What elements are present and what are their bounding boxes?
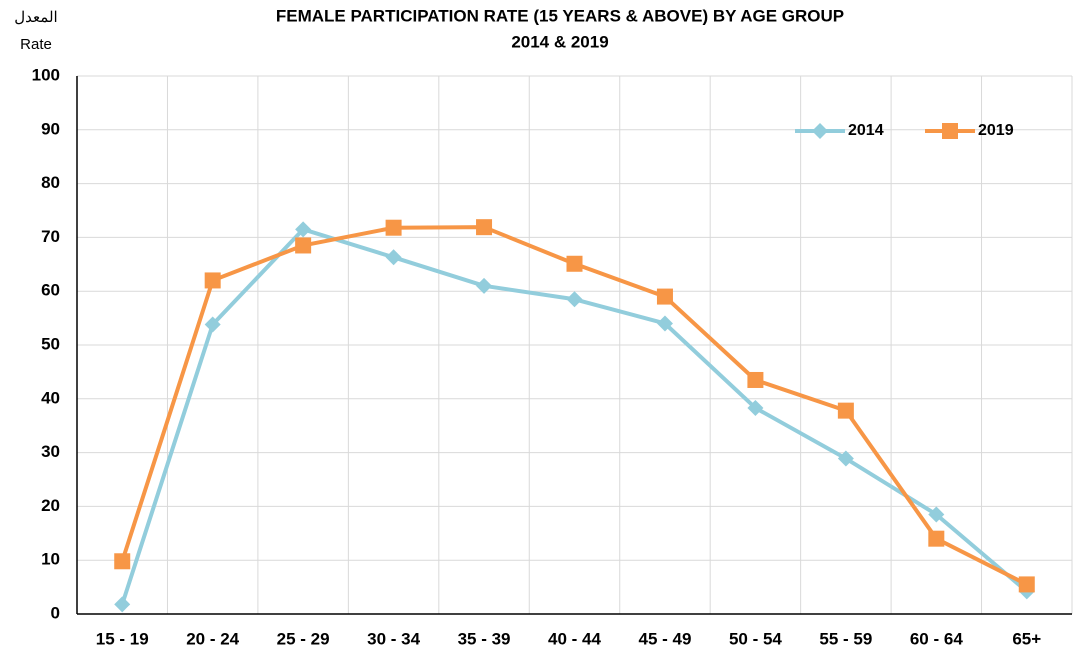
data-point xyxy=(656,315,673,332)
x-tick-label: 20 - 24 xyxy=(186,629,239,648)
legend-label: 2019 xyxy=(978,122,1014,139)
x-tick-label: 35 - 39 xyxy=(458,629,511,648)
data-point xyxy=(747,399,764,416)
data-point xyxy=(656,288,673,305)
x-tick-label: 15 - 19 xyxy=(96,629,149,648)
data-point xyxy=(385,219,402,236)
chart-title: FEMALE PARTICIPATION RATE (15 YEARS & AB… xyxy=(276,6,844,25)
x-tick-label: 45 - 49 xyxy=(638,629,691,648)
y-tick-label: 50 xyxy=(41,334,60,353)
x-tick-label: 65+ xyxy=(1012,629,1041,648)
data-point xyxy=(928,530,945,547)
y-axis-label: Rate xyxy=(20,36,52,53)
data-point xyxy=(1018,576,1035,593)
data-point xyxy=(114,596,131,613)
y-axis-label-arabic: المعدل xyxy=(14,9,57,26)
x-tick-label: 30 - 34 xyxy=(367,629,420,648)
y-tick-label: 30 xyxy=(41,442,60,461)
y-tick-label: 40 xyxy=(41,388,60,407)
y-tick-label: 0 xyxy=(51,603,60,622)
data-point xyxy=(566,291,583,308)
data-point xyxy=(476,219,493,236)
data-point xyxy=(928,506,945,523)
x-tick-label: 55 - 59 xyxy=(819,629,872,648)
y-tick-label: 70 xyxy=(41,227,60,246)
y-tick-label: 100 xyxy=(32,65,60,84)
chart-subtitle: 2014 & 2019 xyxy=(511,32,608,51)
legend-label: 2014 xyxy=(848,122,884,139)
data-point xyxy=(747,371,764,388)
y-tick-label: 10 xyxy=(41,550,60,569)
data-point xyxy=(114,553,131,570)
x-tick-label: 40 - 44 xyxy=(548,629,601,648)
data-point xyxy=(837,402,854,419)
y-tick-label: 90 xyxy=(41,119,60,138)
data-point xyxy=(566,255,583,272)
y-tick-label: 80 xyxy=(41,173,60,192)
x-tick-label: 50 - 54 xyxy=(729,629,782,648)
data-point xyxy=(204,272,221,289)
data-point xyxy=(837,450,854,467)
x-tick-label: 25 - 29 xyxy=(277,629,330,648)
data-point xyxy=(385,249,402,266)
data-point xyxy=(476,277,493,294)
data-point xyxy=(295,237,312,254)
y-tick-label: 20 xyxy=(41,496,60,515)
data-point xyxy=(204,316,221,333)
y-tick-label: 60 xyxy=(41,281,60,300)
data-point xyxy=(295,221,312,238)
x-tick-label: 60 - 64 xyxy=(910,629,963,648)
legend-marker xyxy=(812,123,828,139)
legend-marker xyxy=(942,123,958,139)
